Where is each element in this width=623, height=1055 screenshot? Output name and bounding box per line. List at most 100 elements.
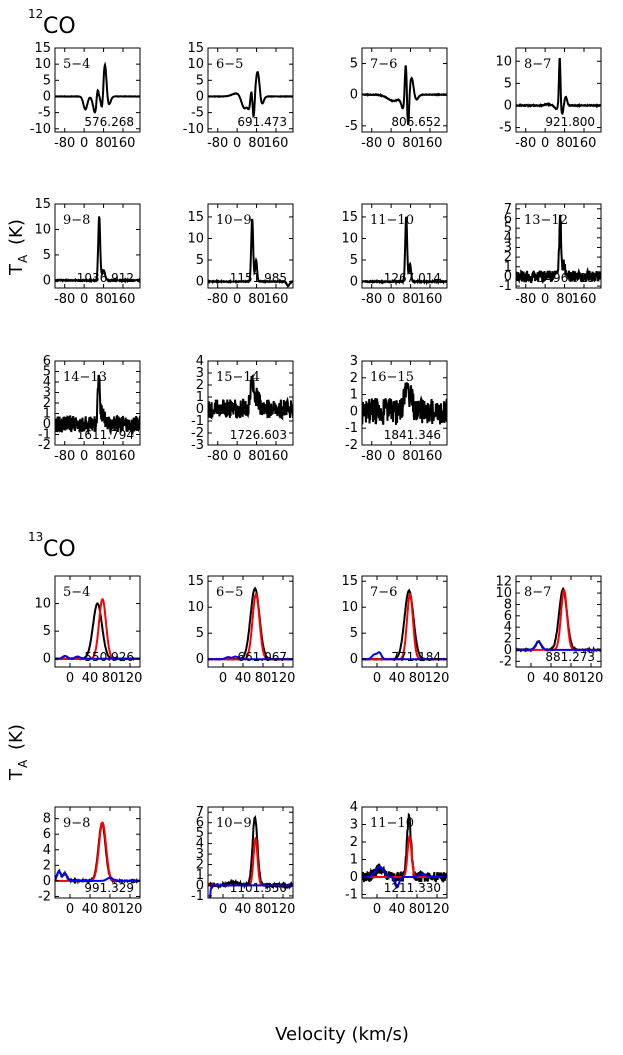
panel-0-ytick-label-4: 10	[34, 57, 51, 72]
panel-17-frame	[361, 806, 448, 899]
panel-8-ytick-label-0: -2	[38, 438, 51, 453]
panel-9-frame	[207, 360, 294, 446]
panel-9-series	[208, 373, 293, 421]
panel-10-ytick-label-0: -2	[345, 438, 358, 453]
panel-7-ytick-label-8: 7	[504, 202, 512, 217]
panel-1-ytick-label-0: -10	[183, 122, 204, 137]
panel-0-xtick-label-2: 80	[95, 136, 112, 151]
panel-7-ytick-label-2: 1	[504, 260, 512, 275]
panel-8-ytick-label-8: 6	[43, 354, 51, 369]
panel-0-ytick-label-5: 15	[34, 41, 51, 56]
panel-7-ytick-label-0: -1	[499, 279, 512, 294]
panel-1-ytick-label-1: -5	[191, 106, 204, 121]
panel-4-xtick-label-2: 80	[95, 292, 112, 307]
panel-6-transition: 11−10	[370, 213, 414, 228]
panel-8-xtick-label-2: 80	[95, 449, 112, 464]
panel-5-xtick-label-3: 160	[264, 292, 289, 307]
panel-2-xtick-label-2: 80	[402, 136, 419, 151]
panel-1-ytick-label-3: 5	[196, 73, 204, 88]
panel-15-series	[55, 821, 140, 885]
panel-14-ytick-label-3: 4	[504, 620, 512, 635]
panel-4-ytick-label-3: 15	[34, 197, 51, 212]
panel-3-frame	[515, 47, 602, 133]
panel-5-ytick-label-0: 0	[196, 275, 204, 290]
panel-0-xtick-label-1: 0	[80, 136, 88, 151]
panel-6-series-0	[362, 216, 447, 286]
panel-17-frequency: 1211.330	[384, 881, 441, 895]
panel-9-ytick-label-3: 0	[196, 402, 204, 417]
panel-15-xtick-label-3: 120	[118, 902, 143, 917]
panel-4-xtick-label-1: 0	[80, 292, 88, 307]
panel-14-xtick-label-0: 0	[527, 671, 535, 686]
panel-6-frequency: 1267.014	[384, 271, 441, 285]
panel-9-ytick-label-2: -1	[191, 414, 204, 429]
panel-0-xtick-label-0: -80	[54, 136, 75, 151]
panel-1-frame	[207, 47, 294, 133]
panel-5-series-0	[208, 218, 293, 288]
section-title-12co: 12 CO	[28, 7, 76, 39]
panel-7-ytick-label-7: 6	[504, 211, 512, 226]
section-13co-superscript: 13	[28, 530, 43, 544]
panel-11-xtick-label-2: 80	[102, 671, 119, 686]
panel-8-ytick-label-1: -1	[38, 428, 51, 443]
panel-3-series-0	[516, 57, 601, 115]
panel-11-ytick-label-1: 5	[43, 624, 51, 639]
panel-1-series-0	[208, 70, 293, 119]
panel-0-ytick-label-2: 0	[43, 89, 51, 104]
panel-15-ytick-label-2: 2	[43, 858, 51, 873]
panel-17-xtick-label-0: 0	[373, 902, 381, 917]
panel-4-frequency: 1036.912	[77, 271, 134, 285]
panel-17-xtick-label-1: 40	[389, 902, 406, 917]
y-axis-label-12co: T A (K)	[6, 219, 30, 276]
panel-4-ytick-label-1: 5	[43, 248, 51, 263]
panel-2-frequency: 806.652	[391, 115, 441, 129]
panel-11-transition: 5−4	[63, 585, 90, 600]
panel-4-ytick-label-2: 10	[34, 222, 51, 237]
panel-16-ytick-label-5: 4	[196, 837, 204, 852]
panel-12-ytick-label-3: 15	[187, 574, 204, 589]
panel-14-ytick-label-0: -2	[499, 654, 512, 669]
panel-14-ytick-label-7: 12	[495, 575, 512, 590]
section-12co-superscript: 12	[28, 7, 43, 21]
panel-1-ytick-label-5: 15	[187, 41, 204, 56]
panel-12-xtick-label-1: 40	[235, 671, 252, 686]
panel-13-ytick-label-2: 10	[341, 600, 358, 615]
panel-0-xtick-label-3: 160	[111, 136, 136, 151]
panel-12-series	[208, 586, 293, 661]
panel-17-ytick-label-2: 1	[350, 853, 358, 868]
panel-13-series-2	[362, 651, 447, 661]
panel-12-series-2	[208, 655, 293, 661]
panel-0-ytick-label-0: -10	[30, 122, 51, 137]
panel-10-ytick-label-2: 0	[350, 404, 358, 419]
y-axis-label-13co: T A (K)	[6, 724, 30, 781]
panel-8-ytick-label-7: 5	[43, 365, 51, 380]
panel-7-ytick-label-3: 2	[504, 250, 512, 265]
panel-10-series	[362, 382, 447, 425]
panel-7-xtick-label-2: 80	[556, 292, 573, 307]
panel-4-frame	[54, 203, 141, 289]
panel-6-xtick-label-1: 0	[387, 292, 395, 307]
panel-5-frame	[207, 203, 294, 289]
panel-16-ytick-label-7: 6	[196, 816, 204, 831]
panel-6-xtick-label-0: -80	[361, 292, 382, 307]
panel-17-ytick-label-4: 3	[350, 818, 358, 833]
panel-16-xtick-label-0: 0	[219, 902, 227, 917]
panel-7-ytick-label-6: 5	[504, 221, 512, 236]
panel-8-ytick-label-2: 0	[43, 417, 51, 432]
panel-9-xtick-label-2: 80	[248, 449, 265, 464]
panel-17-ytick-label-3: 2	[350, 835, 358, 850]
panel-9-frequency: 1726.603	[230, 428, 287, 442]
panel-0-ytick-label-1: -5	[38, 106, 51, 121]
panel-10-series-0	[362, 382, 447, 425]
panel-15-xtick-label-2: 80	[102, 902, 119, 917]
panel-15-ytick-label-0: -2	[38, 889, 51, 904]
panel-9-transition: 15−14	[216, 370, 260, 385]
panel-16-series-2	[209, 884, 293, 898]
panel-14-ytick-label-6: 10	[495, 586, 512, 601]
panel-11-frame	[54, 575, 141, 668]
panel-7-ytick-label-1: 0	[504, 269, 512, 284]
panel-16-ytick-label-8: 7	[196, 805, 204, 820]
panel-11-xtick-label-3: 120	[118, 671, 143, 686]
